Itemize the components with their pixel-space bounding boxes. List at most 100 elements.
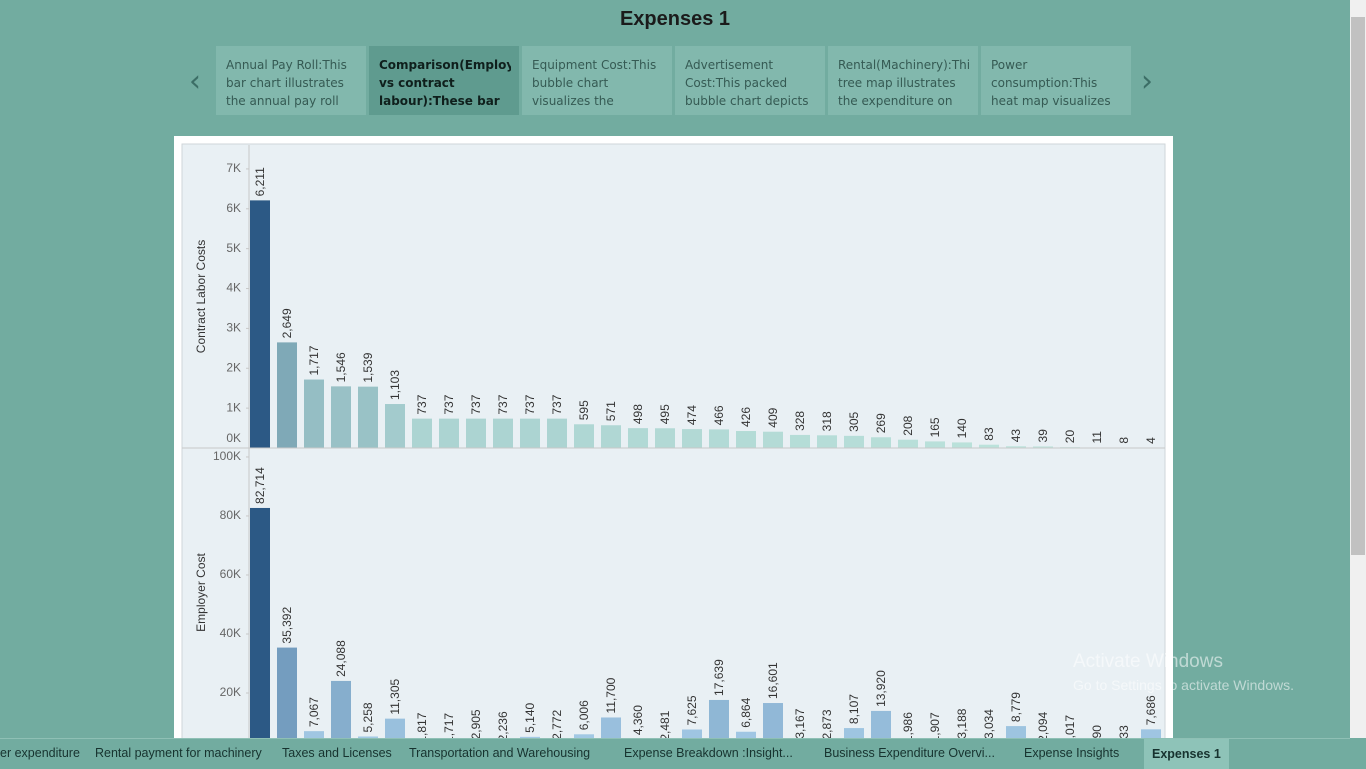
- bar-value-label: 409: [766, 407, 780, 427]
- tab[interactable]: Transportation and Warehousing: [409, 746, 590, 760]
- bar: [412, 419, 432, 448]
- bar-value-label: 990: [1090, 725, 1104, 738]
- bar: [1141, 729, 1161, 738]
- bar-value-label: 2,649: [280, 308, 294, 338]
- prev-arrow[interactable]: ‹: [189, 64, 201, 99]
- story-caption: Rental(Machinery):This tree map illustra…: [838, 56, 970, 108]
- story-caption: Comparison(Employee vs contract labour):…: [379, 56, 511, 108]
- bar-value-label: 1,546: [334, 352, 348, 382]
- bar: [628, 428, 648, 448]
- bar-value-label: 474: [685, 405, 699, 425]
- bar: [304, 380, 324, 448]
- bar: [250, 200, 270, 448]
- bar: [1006, 726, 1026, 738]
- bar-value-label: 2,481: [658, 710, 672, 738]
- bar: [844, 436, 864, 448]
- watermark: Activate Windows: [1073, 651, 1223, 673]
- story-point[interactable]: Equipment Cost:This bubble chart visuali…: [522, 46, 672, 115]
- tab[interactable]: er expenditure: [0, 746, 80, 760]
- bar-value-label: 498: [631, 404, 645, 424]
- bar-value-label: 4,360: [631, 705, 645, 735]
- bar-value-label: 328: [793, 411, 807, 431]
- bar: [493, 419, 513, 448]
- bar: [601, 425, 621, 448]
- bar-value-label: 2,772: [550, 709, 564, 738]
- tab[interactable]: Business Expenditure Overvi...: [824, 746, 995, 760]
- bar-value-label: 7,067: [307, 697, 321, 727]
- bar: [385, 719, 405, 738]
- bar-value-label: 1,103: [388, 370, 402, 400]
- story-caption: Annual Pay Roll:This bar chart illustrat…: [226, 56, 358, 108]
- bar-value-label: 8: [1117, 437, 1131, 444]
- bar: [277, 648, 297, 738]
- story-point[interactable]: Annual Pay Roll:This bar chart illustrat…: [216, 46, 366, 115]
- bar: [466, 419, 486, 448]
- bar-value-label: 11,305: [388, 679, 402, 715]
- bar-value-label: 3,188: [955, 708, 969, 738]
- tab[interactable]: Expense Breakdown :Insight...: [624, 746, 793, 760]
- story-point[interactable]: Rental(Machinery):This tree map illustra…: [828, 46, 978, 115]
- bar-value-label: 305: [847, 411, 861, 431]
- bar-value-label: 8,779: [1009, 692, 1023, 722]
- tab[interactable]: Expenses 1: [1144, 739, 1229, 769]
- y-tick-label: 100K: [213, 449, 241, 463]
- y-tick-label: 40K: [220, 626, 241, 640]
- tab[interactable]: Taxes and Licenses: [282, 746, 392, 760]
- bar: [763, 432, 783, 448]
- tab[interactable]: Rental payment for machinery: [95, 746, 262, 760]
- next-arrow[interactable]: ›: [1141, 64, 1153, 99]
- bar-value-label: 5,258: [361, 702, 375, 732]
- bar: [331, 681, 351, 738]
- bar-value-label: 7,625: [685, 695, 699, 725]
- bar-value-label: 3,167: [793, 708, 807, 738]
- bar-value-label: 466: [712, 405, 726, 425]
- bar-value-label: 8,107: [847, 694, 861, 724]
- bar: [736, 431, 756, 448]
- bar-value-label: 1,017: [1063, 715, 1077, 738]
- y-tick-label: 7K: [226, 161, 241, 175]
- bar: [763, 703, 783, 738]
- bar-value-label: 426: [739, 407, 753, 427]
- bar-value-label: 933: [1117, 725, 1131, 738]
- bar-value-label: 4: [1144, 437, 1158, 444]
- bar: [520, 419, 540, 448]
- bar: [871, 437, 891, 448]
- bar-value-label: 6,864: [739, 697, 753, 727]
- bar-value-label: 16,601: [766, 662, 780, 699]
- bar-value-label: 2,905: [469, 709, 483, 738]
- tab[interactable]: Expense Insights: [1024, 746, 1119, 760]
- bar-value-label: 5,140: [523, 702, 537, 732]
- sheet-tabs: er expenditure Rental payment for machin…: [0, 738, 1350, 769]
- bar-value-label: 737: [469, 394, 483, 414]
- bar-value-label: 11,700: [604, 677, 618, 713]
- y-tick-label: 6K: [226, 201, 241, 215]
- y-tick-label: 5K: [226, 241, 241, 255]
- bar-value-label: 571: [604, 401, 618, 421]
- scrollbar-thumb[interactable]: [1351, 17, 1365, 555]
- bar-value-label: 495: [658, 404, 672, 424]
- y-tick-label: 1K: [226, 400, 241, 414]
- bar-value-label: 17,639: [712, 659, 726, 696]
- bar-value-label: 165: [928, 417, 942, 437]
- bar: [277, 342, 297, 448]
- bar-value-label: 82,714: [253, 467, 267, 504]
- bar: [682, 429, 702, 448]
- bar-value-label: 1,539: [361, 352, 375, 382]
- story-point[interactable]: Comparison(Employee vs contract labour):…: [369, 46, 519, 115]
- bar-value-label: 83: [982, 427, 996, 441]
- bar-value-label: 2,873: [820, 709, 834, 738]
- bar: [682, 730, 702, 738]
- story-point[interactable]: Power consumption:This heat map visualiz…: [981, 46, 1131, 115]
- bar: [250, 508, 270, 738]
- bar: [952, 442, 972, 448]
- bar-value-label: 318: [820, 411, 834, 431]
- bar: [547, 419, 567, 448]
- bar-value-label: 737: [550, 394, 564, 414]
- bar: [601, 717, 621, 738]
- y-tick-label: 60K: [220, 567, 241, 581]
- bar: [331, 386, 351, 448]
- bar-value-label: 2,094: [1036, 711, 1050, 738]
- bar-value-label: 13,920: [874, 670, 888, 707]
- story-point[interactable]: Advertisement Cost:This packed bubble ch…: [675, 46, 825, 115]
